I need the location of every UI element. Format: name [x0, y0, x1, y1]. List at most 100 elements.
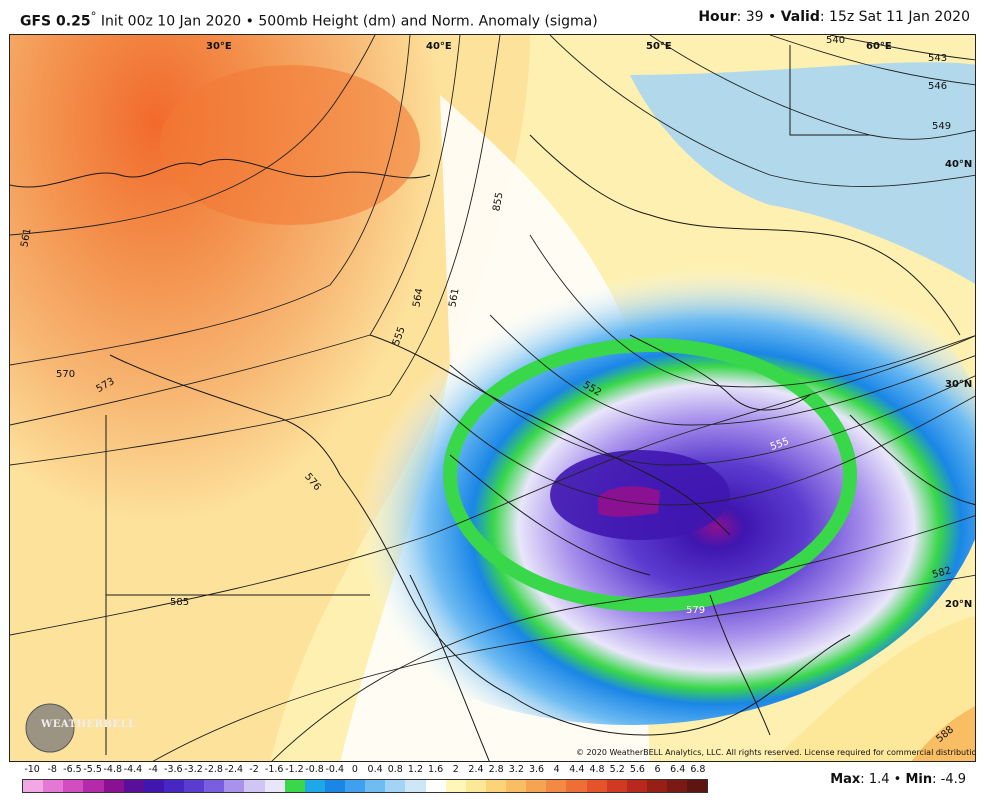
northeast-cool-area [630, 62, 975, 284]
contour-label: 570 [56, 369, 75, 380]
colorbar-tick-label: 2.4 [468, 764, 484, 775]
colorbar-swatch [123, 780, 144, 792]
colorbar-tick-label: -2.4 [224, 764, 244, 775]
colorbar-swatches [22, 779, 708, 793]
contour-label: 582 [931, 565, 952, 581]
colorbar-swatch [626, 780, 647, 792]
contour-label: 564 [411, 287, 425, 308]
contour-label: 579 [686, 605, 705, 616]
colorbar-swatch [304, 780, 325, 792]
warm-anomaly-region [10, 35, 530, 761]
separator: • [893, 772, 902, 787]
colorbar-swatch [244, 780, 265, 792]
warm-anomaly-core [160, 65, 420, 225]
colorbar-tick-label: 6.4 [670, 764, 686, 775]
colorbar-swatch [103, 780, 124, 792]
map-header: GFS 0.25° Init 00z 10 Jan 2020 • 500mb H… [0, 0, 984, 34]
colorbar-swatch [184, 780, 205, 792]
colorbar-swatch [204, 780, 225, 792]
height-contours [10, 35, 975, 761]
colorbar-tick-label: -10 [24, 764, 40, 775]
colorbar-swatch [385, 780, 406, 792]
colorbar-tick-label: -4.8 [103, 764, 123, 775]
map-canvas: 30°E 40°E 50°E 60°E 40°N 30°N 20°N 561 5… [10, 35, 976, 761]
colorbar-swatch [345, 780, 366, 792]
max-value: 1.4 [868, 772, 890, 787]
colorbar-tick-label: -2.8 [204, 764, 223, 775]
copyright-text: © 2020 WeatherBELL Analytics, LLC. All r… [576, 748, 976, 757]
lon-label: 60°E [866, 41, 892, 52]
lon-label: 40°E [426, 41, 452, 52]
colorbar-swatch [667, 780, 688, 792]
colorbar-swatch [606, 780, 627, 792]
colorbar-swatch [425, 780, 446, 792]
separator: • [245, 13, 254, 30]
contour-label: 585 [170, 597, 189, 608]
colorbar-swatch [143, 780, 164, 792]
colorbar-swatch [264, 780, 285, 792]
colorbar-tick-label: -4 [148, 764, 158, 775]
colorbar-swatch [163, 780, 184, 792]
valid-value: 15z Sat 11 Jan 2020 [829, 9, 970, 25]
contour-label: 561 [447, 287, 461, 308]
contour-label: 561 [19, 227, 33, 248]
lon-label: 50°E [646, 41, 672, 52]
colorbar-tick-label: 0.8 [387, 764, 403, 775]
colorbar-swatch [23, 780, 44, 792]
min-value: -4.9 [940, 772, 966, 787]
weatherbell-logo: WEATHERBELL [21, 699, 135, 757]
colorbar-swatch [465, 780, 486, 792]
min-label: Min [905, 772, 933, 787]
colorbar-swatch [566, 780, 587, 792]
colorbar-tick-label: -4.4 [123, 764, 143, 775]
logo-text: WEATHERBELL [41, 719, 136, 730]
colorbar-tick-label: -1.6 [264, 764, 284, 775]
colorbar-tick-label: 3.2 [508, 764, 524, 775]
lat-label: 30°N [945, 379, 972, 390]
colorbar-tick-label: 4.4 [569, 764, 585, 775]
colorbar-tick-label: 0 [351, 764, 358, 775]
colorbar-tick-label: 1.2 [407, 764, 423, 775]
colorbar-tick-label: 0.4 [367, 764, 383, 775]
colorbar-swatch [63, 780, 84, 792]
colorbar-tick-label: 6 [654, 764, 661, 775]
min-anomaly-spot [598, 486, 660, 517]
degree-symbol: ° [90, 9, 97, 23]
logo-globe-icon [25, 703, 75, 753]
valid-label: Valid [780, 9, 820, 25]
colorbar-swatch [83, 780, 104, 792]
contour-label: 855 [491, 191, 505, 212]
separator: • [768, 9, 777, 25]
colorbar-swatch [405, 780, 426, 792]
contour-label: 546 [928, 81, 947, 92]
colorbar-tick-label: -1.2 [285, 764, 304, 775]
colorbar-tick-label: 6.8 [690, 764, 706, 775]
init-time: Init 00z 10 Jan 2020 [100, 13, 242, 30]
colorbar-tick-label: 3.6 [528, 764, 545, 775]
colorbar-swatch [485, 780, 506, 792]
colorbar-tick-label: 2 [452, 764, 459, 775]
lon-label: 30°E [206, 41, 232, 52]
colorbar-tick-label: 4 [553, 764, 560, 775]
southeast-warm-core [911, 706, 975, 761]
colorbar-swatch [646, 780, 667, 792]
colorbar-labels: -10 -8 -6.5 -5.5 -4.8 -4.4 -4 -3.6 -3.2 -2.8 -2.4-… [14, 764, 714, 778]
coastlines-borders [10, 45, 975, 761]
product-name: 500mb Height (dm) and Norm. Anomaly (sig… [258, 13, 598, 30]
colorbar-swatch [506, 780, 527, 792]
colorbar-swatch [687, 780, 708, 792]
colorbar-tick-label: -2 [249, 764, 259, 775]
model-name: GFS 0.25 [20, 13, 91, 30]
colorbar: -10 -8 -6.5 -5.5 -4.8 -4.4 -4 -3.6 -3.2 -2.8 -2.4-… [14, 764, 714, 804]
colorbar-swatch [43, 780, 64, 792]
colorbar-tick-label: -6.5 [63, 764, 82, 775]
colorbar-tick-label: -0.4 [325, 764, 345, 775]
hour-label: Hour [698, 9, 737, 25]
colorbar-swatch [546, 780, 567, 792]
lat-label: 20°N [945, 599, 972, 610]
header-valid: Hour: 39 • Valid: 15z Sat 11 Jan 2020 [698, 9, 970, 25]
colorbar-tick-label: -5.5 [83, 764, 102, 775]
contour-label: 540 [826, 35, 845, 46]
colorbar-swatch [445, 780, 466, 792]
colorbar-swatch [224, 780, 245, 792]
